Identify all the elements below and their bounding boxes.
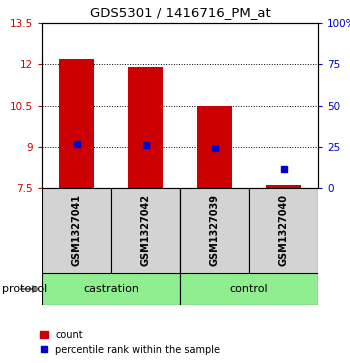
Bar — [42, 273, 180, 305]
Bar — [180, 273, 318, 305]
Text: GSM1327042: GSM1327042 — [140, 195, 150, 266]
Bar — [128, 67, 163, 188]
Legend: count, percentile rank within the sample: count, percentile rank within the sample — [40, 330, 220, 355]
Bar — [59, 59, 94, 188]
Bar — [249, 188, 318, 273]
Text: control: control — [230, 284, 268, 294]
Bar — [180, 188, 249, 273]
Bar — [197, 106, 232, 188]
Text: protocol: protocol — [2, 284, 47, 294]
Text: castration: castration — [83, 284, 139, 294]
Bar — [111, 188, 180, 273]
Text: GSM1327039: GSM1327039 — [210, 195, 219, 266]
Text: GSM1327040: GSM1327040 — [279, 195, 288, 266]
Title: GDS5301 / 1416716_PM_at: GDS5301 / 1416716_PM_at — [90, 6, 270, 19]
Bar — [266, 185, 301, 188]
Bar — [42, 188, 111, 273]
Text: GSM1327041: GSM1327041 — [71, 195, 82, 266]
